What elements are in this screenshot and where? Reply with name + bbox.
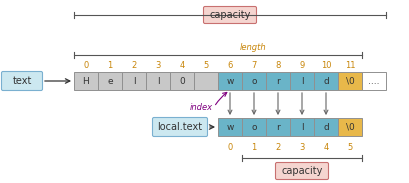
Text: l: l	[300, 122, 303, 132]
Text: local.text: local.text	[157, 122, 202, 132]
Text: 2: 2	[275, 143, 280, 152]
Text: 2: 2	[131, 61, 136, 70]
Text: d: d	[322, 76, 328, 85]
Text: w: w	[226, 76, 233, 85]
Text: 0: 0	[83, 61, 88, 70]
Bar	[241, 118, 265, 136]
Bar	[193, 72, 218, 90]
Text: 5: 5	[203, 61, 208, 70]
Bar	[241, 72, 265, 90]
Bar	[313, 72, 337, 90]
Bar	[289, 72, 313, 90]
Text: capacity: capacity	[281, 166, 322, 176]
Text: l: l	[156, 76, 159, 85]
Text: r: r	[275, 76, 279, 85]
FancyBboxPatch shape	[2, 72, 43, 91]
FancyBboxPatch shape	[275, 163, 328, 180]
Bar	[337, 118, 361, 136]
Text: 3: 3	[299, 143, 304, 152]
FancyBboxPatch shape	[152, 117, 207, 137]
Text: d: d	[322, 122, 328, 132]
Text: H: H	[83, 76, 89, 85]
Bar	[289, 118, 313, 136]
Text: 8: 8	[274, 61, 280, 70]
Text: l: l	[133, 76, 135, 85]
Text: ....: ....	[367, 76, 379, 85]
Bar	[265, 118, 289, 136]
Bar	[170, 72, 193, 90]
Text: 1: 1	[251, 143, 256, 152]
Text: 6: 6	[227, 61, 232, 70]
Text: 9: 9	[299, 61, 304, 70]
Text: o: o	[251, 76, 256, 85]
Bar	[218, 72, 241, 90]
Text: 4: 4	[323, 143, 328, 152]
Text: 3: 3	[155, 61, 160, 70]
Text: text: text	[12, 76, 31, 86]
FancyBboxPatch shape	[203, 7, 256, 23]
Bar	[218, 118, 241, 136]
Bar	[265, 72, 289, 90]
Bar	[337, 72, 361, 90]
Text: r: r	[275, 122, 279, 132]
Text: 10: 10	[320, 61, 330, 70]
Bar	[361, 72, 385, 90]
Text: 4: 4	[179, 61, 184, 70]
Text: length: length	[239, 42, 265, 51]
Text: 5: 5	[346, 143, 352, 152]
Text: 0: 0	[179, 76, 184, 85]
Bar	[146, 72, 170, 90]
Text: \0: \0	[345, 122, 353, 132]
Text: o: o	[251, 122, 256, 132]
Bar	[122, 72, 146, 90]
Text: capacity: capacity	[209, 10, 250, 20]
Text: l: l	[300, 76, 303, 85]
Text: 0: 0	[227, 143, 232, 152]
Text: w: w	[226, 122, 233, 132]
Text: 7: 7	[251, 61, 256, 70]
Text: e: e	[107, 76, 112, 85]
Bar	[313, 118, 337, 136]
Text: \0: \0	[345, 76, 353, 85]
Text: 1: 1	[107, 61, 112, 70]
Text: index: index	[189, 102, 213, 111]
Bar	[74, 72, 98, 90]
Bar	[98, 72, 122, 90]
Text: 11: 11	[344, 61, 354, 70]
